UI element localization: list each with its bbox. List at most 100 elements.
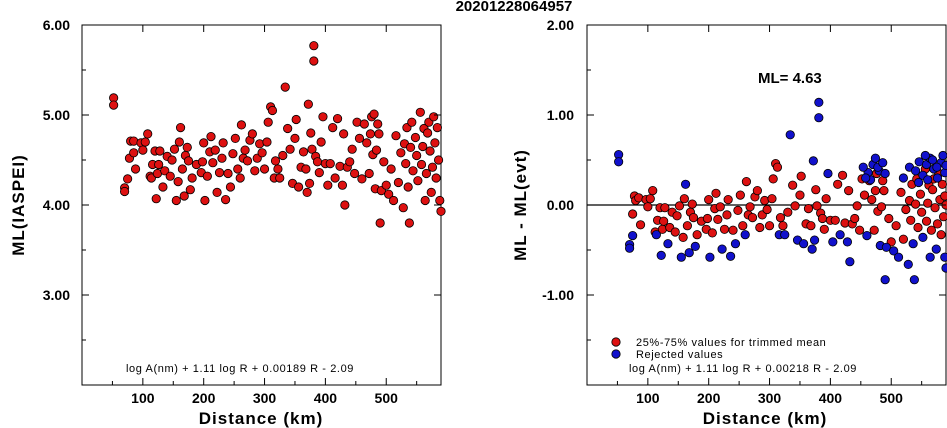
data-point	[109, 100, 119, 110]
data-point	[408, 166, 418, 176]
formula-left: log A(nm) + 1.11 log R + 0.00189 R - 2.0…	[126, 363, 354, 375]
y-axis-label-left: ML(IASPEI)	[9, 154, 28, 256]
data-point	[745, 202, 755, 212]
data-point	[660, 203, 670, 213]
data-point	[788, 180, 798, 190]
data-point	[307, 144, 317, 154]
data-point	[854, 225, 865, 235]
data-point	[426, 187, 436, 197]
rejected-point	[893, 252, 904, 262]
data-point	[926, 225, 936, 235]
plot-frame-left	[81, 24, 442, 386]
data-point	[197, 157, 208, 167]
data-point	[218, 138, 228, 148]
panel-ml-residual-vs-distance: 100 200 300 400 500 -1.00 0.00 1.00 2.00 ML= 4.6…	[511, 17, 947, 428]
data-point	[225, 182, 236, 192]
data-point	[921, 216, 932, 226]
x-tick-label: 100	[636, 390, 660, 406]
y-tick-label: 5.00	[43, 107, 70, 123]
data-point	[416, 159, 427, 170]
data-point	[301, 164, 311, 174]
data-point	[242, 156, 253, 166]
data-point	[309, 56, 319, 66]
data-point	[247, 129, 257, 139]
data-point	[374, 129, 384, 139]
rejected-point	[808, 156, 818, 166]
data-point	[423, 128, 433, 138]
data-point	[435, 195, 445, 206]
data-point	[741, 177, 752, 187]
data-point	[214, 168, 225, 178]
data-point	[259, 164, 270, 174]
rejected-point	[923, 175, 933, 185]
x-tick-label: 400	[314, 390, 338, 406]
data-point	[175, 123, 186, 133]
data-point	[398, 203, 408, 213]
data-point	[325, 159, 335, 169]
data-point	[357, 174, 367, 184]
data-point	[917, 207, 927, 217]
data-point	[182, 142, 192, 152]
data-point	[896, 187, 906, 197]
data-point	[811, 185, 821, 195]
data-point	[230, 133, 240, 143]
data-point	[679, 194, 689, 204]
rejected-point	[861, 173, 871, 183]
data-point	[290, 133, 300, 143]
legend-label-trimmed: 25%-75% values for trimmed mean	[636, 337, 826, 349]
data-point	[806, 221, 816, 231]
rejected-point	[870, 153, 881, 163]
data-point	[738, 221, 748, 231]
data-point	[915, 189, 926, 199]
data-point	[772, 162, 783, 172]
data-point	[752, 186, 762, 196]
rejected-point	[628, 231, 638, 241]
rejected-point	[925, 252, 935, 262]
data-point	[285, 144, 295, 154]
data-point	[375, 218, 385, 228]
y-tick-label: 1.00	[547, 107, 574, 123]
data-point	[270, 156, 281, 166]
rejected-point	[932, 162, 942, 172]
data-point	[833, 179, 843, 189]
data-point	[391, 131, 401, 141]
data-point	[938, 212, 947, 222]
rejected-point	[807, 244, 817, 254]
data-point	[262, 137, 272, 147]
points-ml-residual	[614, 97, 947, 285]
data-point	[173, 177, 183, 187]
legend-label-rejected: Rejected values	[636, 349, 723, 361]
data-point	[859, 190, 870, 200]
data-point	[817, 213, 828, 224]
rejected-point	[828, 237, 838, 247]
data-point	[427, 162, 438, 172]
data-point	[174, 137, 184, 147]
data-point	[386, 164, 396, 174]
y-tick-label: 0.00	[547, 197, 574, 213]
data-point	[283, 123, 293, 134]
rejected-point	[799, 239, 809, 249]
rejected-point	[941, 160, 947, 170]
data-point	[171, 195, 181, 206]
x-tick-label: 200	[697, 390, 721, 406]
data-point	[930, 203, 940, 213]
data-point	[867, 195, 877, 205]
data-point	[328, 123, 338, 133]
rejected-point	[730, 239, 741, 249]
data-point	[420, 195, 430, 206]
data-point	[830, 215, 840, 225]
data-point	[138, 145, 148, 155]
rejected-point	[898, 173, 909, 183]
data-point	[217, 153, 227, 163]
rejected-point	[842, 237, 853, 247]
rejected-point	[780, 230, 790, 240]
data-point	[783, 207, 793, 217]
rejected-point	[908, 239, 918, 249]
rejected-point	[785, 130, 795, 140]
x-tick-label: 500	[375, 390, 399, 406]
x-tick-label: 300	[253, 390, 277, 406]
data-point	[250, 166, 260, 176]
data-point	[240, 145, 250, 155]
data-point	[869, 225, 879, 235]
